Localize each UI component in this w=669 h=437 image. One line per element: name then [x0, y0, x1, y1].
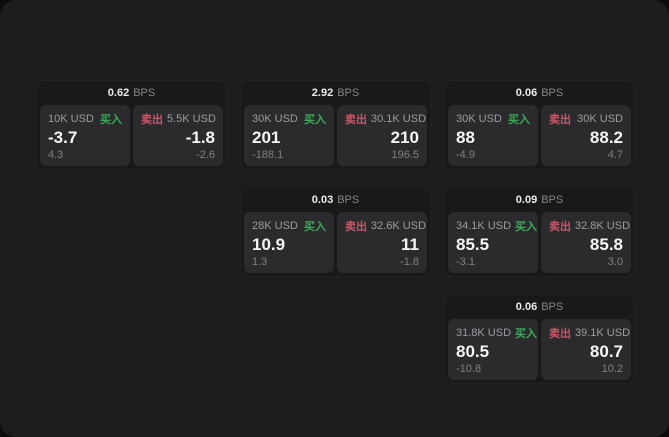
- sell-size: 32.6K USD: [371, 220, 427, 232]
- buy-price: -3.7: [48, 127, 78, 147]
- buy-sub-value: 1.3: [252, 256, 268, 268]
- card-header: 2.92 BPS: [241, 81, 430, 105]
- sell-sub-value: -2.6: [196, 149, 215, 161]
- bps-unit-label: BPS: [337, 87, 360, 99]
- quote-card: 0.06 BPS 30K USD 买入 88 -4.9 卖出 30K USD: [444, 80, 635, 170]
- sell-size: 32.8K USD: [575, 220, 631, 232]
- buy-panel[interactable]: 31.8K USD 买入 80.5 -10.8: [448, 319, 538, 380]
- buy-panel[interactable]: 10K USD 买入 -3.7 4.3: [40, 105, 130, 166]
- sell-size: 30K USD: [577, 113, 623, 125]
- sell-sub-value: 3.0: [607, 256, 623, 268]
- sell-price: 11: [401, 234, 419, 254]
- panels: 34.1K USD 买入 85.5 -3.1 卖出 32.8K USD 85.8…: [445, 212, 634, 276]
- buy-size: 10K USD: [48, 113, 94, 125]
- sell-label: 卖出: [549, 328, 571, 340]
- buy-sub-value: -188.1: [252, 149, 284, 161]
- quote-card: 0.09 BPS 34.1K USD 买入 85.5 -3.1 卖出 32.8K…: [444, 187, 635, 277]
- card-header: 0.06 BPS: [445, 81, 634, 105]
- panels: 31.8K USD 买入 80.5 -10.8 卖出 39.1K USD 80.…: [445, 319, 634, 383]
- buy-sub-value: -3.1: [456, 256, 475, 268]
- buy-sub-value: -10.8: [456, 363, 482, 375]
- buy-label: 买入: [515, 328, 538, 340]
- buy-size: 30K USD: [252, 113, 298, 125]
- quote-card-grid: 0.62 BPS 10K USD 买入 -3.7 4.3 卖出 5.5K USD: [36, 80, 635, 384]
- buy-price: 80.5: [456, 341, 490, 361]
- panels: 30K USD 买入 201 -188.1 卖出 30.1K USD 210 1…: [241, 105, 430, 169]
- bps-value: 2.92: [311, 87, 334, 99]
- buy-size: 30K USD: [456, 113, 502, 125]
- bps-unit-label: BPS: [541, 301, 564, 313]
- buy-label: 买入: [515, 221, 538, 233]
- panels: 30K USD 买入 88 -4.9 卖出 30K USD 88.2 4.7: [445, 105, 634, 169]
- bps-value: 0.03: [311, 194, 334, 206]
- sell-price: 85.8: [589, 234, 623, 254]
- sell-size: 5.5K USD: [167, 113, 216, 125]
- sell-panel[interactable]: 卖出 30K USD 88.2 4.7: [541, 105, 631, 166]
- bps-unit-label: BPS: [541, 87, 564, 99]
- card-header: 0.62 BPS: [37, 81, 226, 105]
- sell-size: 30.1K USD: [371, 113, 427, 125]
- sell-panel[interactable]: 卖出 32.6K USD 11 -1.8: [337, 212, 427, 273]
- buy-price: 85.5: [456, 234, 490, 254]
- buy-label: 买入: [304, 221, 326, 233]
- buy-panel[interactable]: 28K USD 买入 10.9 1.3: [244, 212, 334, 273]
- quote-card: 0.62 BPS 10K USD 买入 -3.7 4.3 卖出 5.5K USD: [36, 80, 227, 170]
- sell-label: 卖出: [141, 114, 163, 126]
- sell-size: 39.1K USD: [575, 327, 631, 339]
- buy-price: 10.9: [252, 234, 286, 254]
- buy-panel[interactable]: 34.1K USD 买入 85.5 -3.1: [448, 212, 538, 273]
- bps-unit-label: BPS: [337, 194, 360, 206]
- buy-panel[interactable]: 30K USD 买入 201 -188.1: [244, 105, 334, 166]
- panels: 28K USD 买入 10.9 1.3 卖出 32.6K USD 11 -1.8: [241, 212, 430, 276]
- sell-panel[interactable]: 卖出 5.5K USD -1.8 -2.6: [133, 105, 223, 166]
- quote-card: 0.03 BPS 28K USD 买入 10.9 1.3 卖出 32.6K US…: [240, 187, 431, 277]
- quote-card: 0.06 BPS 31.8K USD 买入 80.5 -10.8 卖出 39.1…: [444, 294, 635, 384]
- card-header: 0.09 BPS: [445, 188, 634, 212]
- sell-label: 卖出: [549, 221, 571, 233]
- sell-panel[interactable]: 卖出 39.1K USD 80.7 10.2: [541, 319, 631, 380]
- sell-sub-value: 4.7: [607, 149, 623, 161]
- buy-sub-value: -4.9: [456, 149, 475, 161]
- sell-price: 80.7: [589, 341, 623, 361]
- bps-value: 0.62: [107, 87, 130, 99]
- buy-panel[interactable]: 30K USD 买入 88 -4.9: [448, 105, 538, 166]
- bps-value: 0.09: [515, 194, 538, 206]
- bps-unit-label: BPS: [541, 194, 564, 206]
- card-header: 0.03 BPS: [241, 188, 430, 212]
- buy-size: 28K USD: [252, 220, 298, 232]
- sell-panel[interactable]: 卖出 30.1K USD 210 196.5: [337, 105, 427, 166]
- sell-panel[interactable]: 卖出 32.8K USD 85.8 3.0: [541, 212, 631, 273]
- sell-price: 210: [390, 127, 419, 147]
- bps-unit-label: BPS: [133, 87, 156, 99]
- sell-sub-value: -1.8: [400, 256, 419, 268]
- sell-label: 卖出: [345, 114, 367, 126]
- sell-label: 卖出: [549, 114, 571, 126]
- sell-label: 卖出: [345, 221, 367, 233]
- panels: 10K USD 买入 -3.7 4.3 卖出 5.5K USD -1.8 -2.…: [37, 105, 226, 169]
- card-header: 0.06 BPS: [445, 295, 634, 319]
- buy-label: 买入: [304, 114, 326, 126]
- buy-size: 31.8K USD: [456, 327, 512, 339]
- buy-size: 34.1K USD: [456, 220, 512, 232]
- sell-sub-value: 196.5: [391, 149, 419, 161]
- buy-sub-value: 4.3: [48, 149, 64, 161]
- quote-card: 2.92 BPS 30K USD 买入 201 -188.1 卖出 30.1K …: [240, 80, 431, 170]
- bps-value: 0.06: [515, 301, 538, 313]
- sell-price: 88.2: [589, 127, 623, 147]
- sell-sub-value: 10.2: [601, 363, 623, 375]
- buy-price: 88: [456, 127, 475, 147]
- bps-value: 0.06: [515, 87, 538, 99]
- sell-price: -1.8: [185, 127, 215, 147]
- buy-label: 买入: [508, 114, 530, 126]
- buy-price: 201: [252, 127, 281, 147]
- buy-label: 买入: [100, 114, 122, 126]
